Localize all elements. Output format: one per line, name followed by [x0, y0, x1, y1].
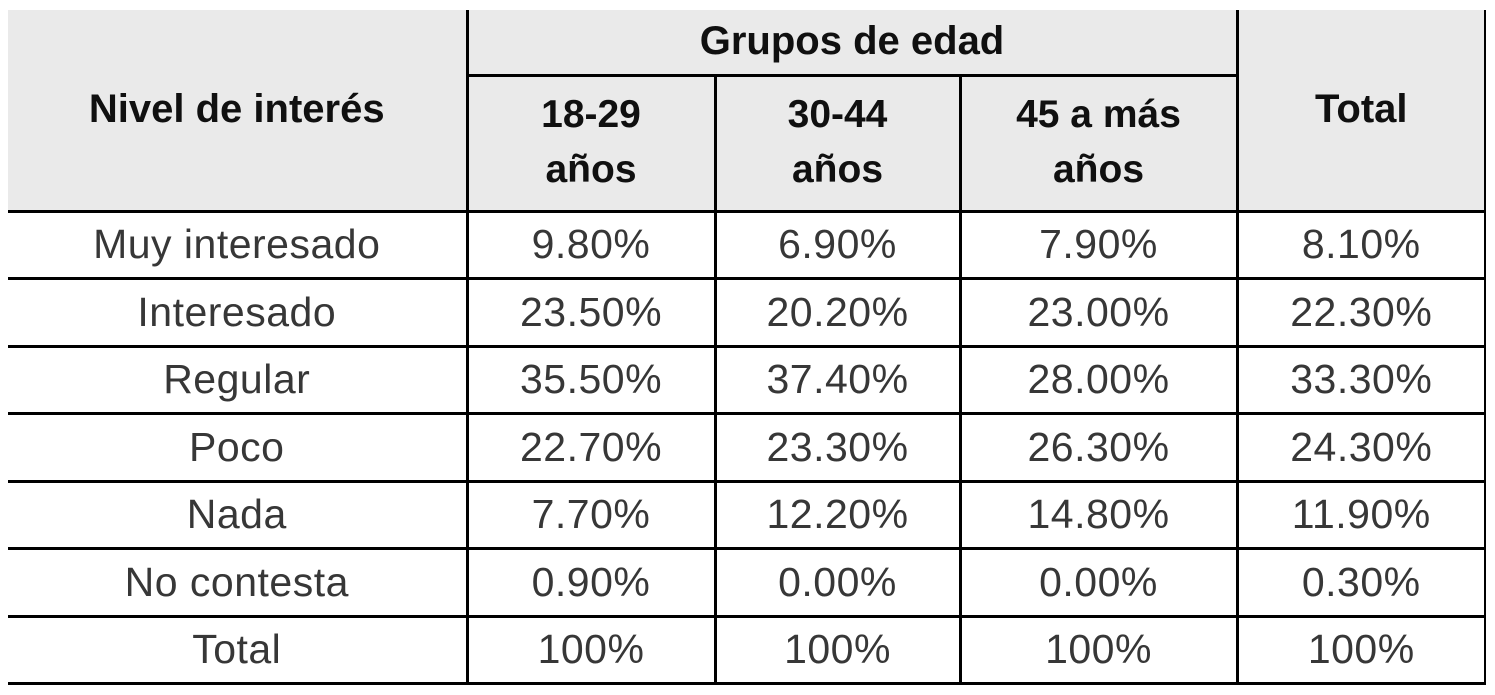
cell-value: 20.20%	[715, 277, 962, 346]
header-row-ages: 18-29 años 30-44 años 45 a más años	[8, 75, 1485, 211]
age-column-header-30-44: 30-44 años	[715, 75, 962, 211]
cell-value: 0.30%	[1237, 547, 1486, 616]
cell-value: 37.40%	[715, 344, 962, 414]
age-column-header-18-29: 18-29 años	[467, 75, 717, 211]
cell-value: 100%	[715, 614, 962, 685]
cell-value: 35.50%	[467, 344, 717, 414]
cell-value: 0.00%	[960, 547, 1239, 616]
row-label: Nada	[8, 479, 469, 549]
row-label: Total	[8, 614, 469, 685]
age-column-header-45-plus: 45 a más años	[960, 75, 1239, 211]
row-label: Interesado	[8, 277, 469, 346]
table-row-total: Total 100% 100% 100% 100%	[8, 614, 1486, 685]
cell-value: 6.90%	[715, 209, 962, 279]
cell-value: 14.80%	[960, 479, 1239, 549]
cell-value: 0.90%	[467, 547, 717, 616]
cell-value: 23.30%	[715, 412, 962, 481]
cell-value: 9.80%	[467, 209, 717, 279]
row-label: Muy interesado	[8, 209, 469, 279]
row-dimension-header: Nivel de interés	[8, 10, 469, 211]
row-label: Regular	[8, 344, 469, 414]
cell-value: 22.70%	[467, 412, 717, 481]
cell-value: 28.00%	[960, 344, 1239, 414]
table-row: Muy interesado 9.80% 6.90% 7.90% 8.10%	[8, 209, 1486, 279]
table-row: Poco 22.70% 23.30% 26.30% 24.30%	[8, 412, 1486, 481]
table-row: No contesta 0.90% 0.00% 0.00% 0.30%	[8, 547, 1486, 616]
cell-value: 7.70%	[467, 479, 717, 549]
cell-value: 8.10%	[1237, 209, 1486, 279]
table-header: Nivel de interés Grupos de edad Total 18…	[8, 10, 1486, 211]
cell-value: 7.90%	[960, 209, 1239, 279]
cell-value: 12.20%	[715, 479, 962, 549]
total-column-header: Total	[1235, 10, 1486, 211]
table-row: Regular 35.50% 37.40% 28.00% 33.30%	[8, 344, 1486, 414]
cell-value: 0.00%	[715, 547, 962, 616]
interest-by-age-table: Nivel de interés Grupos de edad Total 18…	[8, 10, 1486, 685]
cell-value: 33.30%	[1237, 344, 1486, 414]
cell-value: 100%	[467, 614, 717, 685]
cell-value: 23.00%	[960, 277, 1239, 346]
interest-by-age-table-wrap: Nivel de interés Grupos de edad Total 18…	[8, 10, 1486, 685]
cell-value: 24.30%	[1237, 412, 1486, 481]
table-body: Muy interesado 9.80% 6.90% 7.90% 8.10% I…	[8, 209, 1486, 685]
row-label: No contesta	[8, 547, 469, 616]
row-label: Poco	[8, 412, 469, 481]
table-row: Interesado 23.50% 20.20% 23.00% 22.30%	[8, 277, 1486, 346]
column-group-header: Grupos de edad	[465, 10, 1239, 77]
cell-value: 100%	[960, 614, 1239, 685]
header-row-group: Nivel de interés Grupos de edad Total	[8, 10, 1486, 211]
cell-value: 100%	[1237, 614, 1486, 685]
cell-value: 11.90%	[1237, 479, 1486, 549]
cell-value: 26.30%	[960, 412, 1239, 481]
cell-value: 23.50%	[467, 277, 717, 346]
cell-value: 22.30%	[1237, 277, 1486, 346]
table-row: Nada 7.70% 12.20% 14.80% 11.90%	[8, 479, 1486, 549]
